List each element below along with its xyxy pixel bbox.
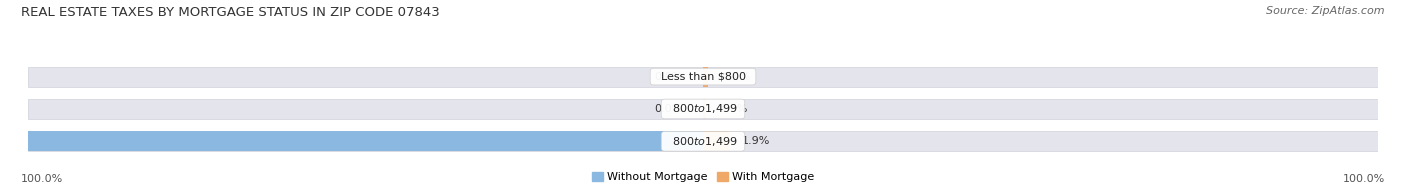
Text: 0.4%: 0.4% (721, 72, 751, 82)
Bar (703, 67, 709, 87)
Text: 0.0%: 0.0% (655, 72, 683, 82)
Bar (28, 99, 1378, 119)
Bar (28, 131, 1378, 151)
Text: REAL ESTATE TAXES BY MORTGAGE STATUS IN ZIP CODE 07843: REAL ESTATE TAXES BY MORTGAGE STATUS IN … (21, 6, 440, 19)
Text: $800 to $1,499: $800 to $1,499 (665, 103, 741, 115)
Bar (28, 67, 1378, 87)
Text: $800 to $1,499: $800 to $1,499 (665, 135, 741, 148)
Bar (703, 131, 728, 151)
Bar (0, 131, 703, 151)
Text: Source: ZipAtlas.com: Source: ZipAtlas.com (1267, 6, 1385, 16)
Legend: Without Mortgage, With Mortgage: Without Mortgage, With Mortgage (588, 167, 818, 187)
Text: 0.2%: 0.2% (720, 104, 748, 114)
Bar (703, 99, 706, 119)
Text: 100.0%: 100.0% (21, 174, 63, 184)
Text: 0.0%: 0.0% (655, 104, 683, 114)
Text: 1.9%: 1.9% (742, 136, 770, 146)
Text: Less than $800: Less than $800 (654, 72, 752, 82)
Text: 100.0%: 100.0% (1343, 174, 1385, 184)
